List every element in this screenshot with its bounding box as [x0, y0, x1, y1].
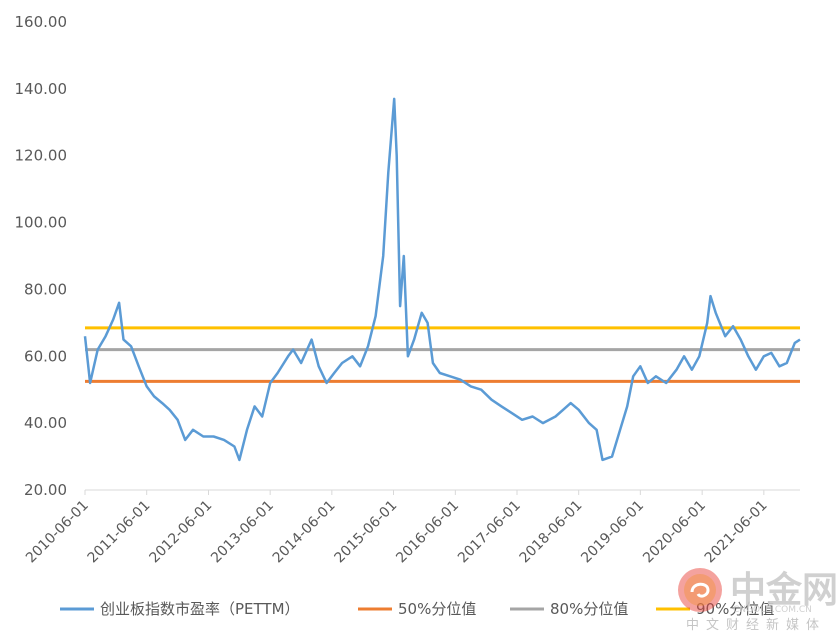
- y-tick-label: 100.00: [15, 214, 68, 232]
- legend-label: 80%分位值: [550, 600, 628, 618]
- reference-lines: [85, 326, 800, 383]
- pe-ttm-line: [83, 97, 801, 462]
- y-tick-label: 40.00: [24, 414, 67, 432]
- x-tick-label: 2011-06-01: [85, 498, 154, 567]
- x-axis-ticks: 2010-06-012011-06-012012-06-012013-06-01…: [23, 490, 771, 566]
- x-tick-label: 2013-06-01: [208, 498, 277, 567]
- x-tick-label: 2021-06-01: [702, 498, 771, 567]
- legend: 创业板指数市盈率（PETTM） 50%分位值 80%分位值 90%分位值: [60, 600, 774, 618]
- x-tick-label: 2020-06-01: [640, 498, 709, 567]
- x-tick-label: 2018-06-01: [517, 498, 586, 567]
- y-tick-label: 80.00: [24, 280, 67, 298]
- logo-swirl-icon: [678, 568, 722, 612]
- x-tick-label: 2015-06-01: [331, 498, 400, 567]
- watermark: 中金网 CNGOLD.COM.CN 中文财经新媒体: [678, 568, 838, 633]
- x-tick-label: 2016-06-01: [393, 498, 462, 567]
- y-axis-ticks: 20.00 40.00 60.00 80.00 100.00 120.00 140.00 16…: [15, 13, 68, 499]
- y-tick-label: 20.00: [24, 481, 67, 499]
- x-tick-label: 2010-06-01: [23, 498, 92, 567]
- series-lines: [83, 97, 801, 462]
- watermark-url: CNGOLD.COM.CN: [733, 605, 812, 615]
- watermark-name: 中金网: [730, 569, 838, 611]
- watermark-subtitle: 中文财经新媒体: [686, 617, 826, 633]
- legend-label: 50%分位值: [398, 600, 476, 618]
- x-tick-label: 2017-06-01: [455, 498, 524, 567]
- y-tick-label: 160.00: [15, 13, 68, 31]
- legend-label: 90%分位值: [696, 600, 774, 618]
- x-tick-label: 2019-06-01: [578, 498, 647, 567]
- y-tick-label: 120.00: [15, 147, 68, 165]
- y-tick-label: 140.00: [15, 80, 68, 98]
- y-tick-label: 60.00: [24, 347, 67, 365]
- x-tick-label: 2014-06-01: [270, 498, 339, 567]
- legend-label: 创业板指数市盈率（PETTM）: [100, 600, 300, 618]
- x-tick-label: 2012-06-01: [146, 498, 215, 567]
